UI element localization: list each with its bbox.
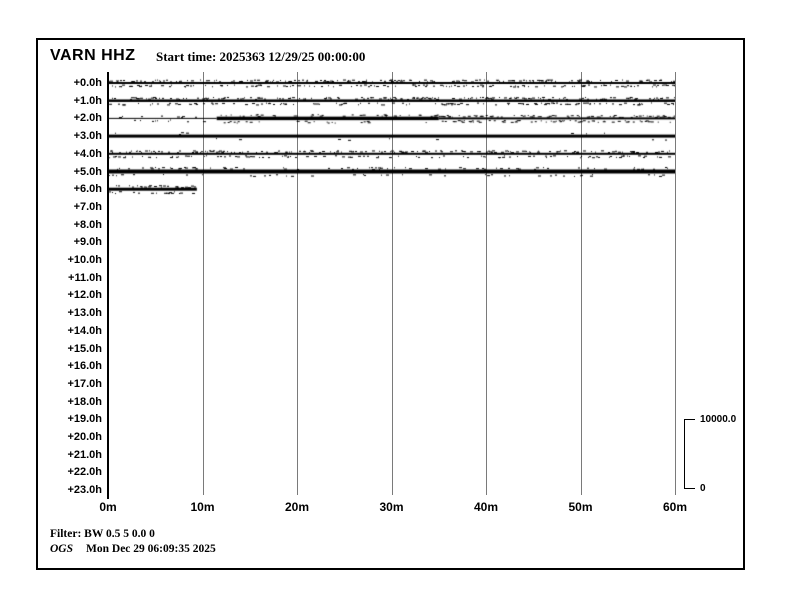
y-tick-label: +17.0h bbox=[67, 377, 102, 390]
y-tick-label: +14.0h bbox=[67, 324, 102, 337]
y-tick-label: +21.0h bbox=[67, 448, 102, 461]
scale-min-label: 0 bbox=[700, 483, 706, 494]
filter-label: Filter: BW 0.5 5 0.0 0 bbox=[50, 528, 155, 540]
footer: Filter: BW 0.5 5 0.0 0 OGS Mon Dec 29 06:… bbox=[50, 528, 216, 555]
scale-bracket-top-arm bbox=[684, 419, 695, 420]
y-tick-label: +0.0h bbox=[73, 77, 102, 89]
y-tick-label: +11.0h bbox=[68, 271, 102, 284]
y-tick-label: +23.0h bbox=[67, 484, 102, 497]
y-tick-label: +18.0h bbox=[67, 395, 102, 408]
x-tick-label: 60m bbox=[662, 500, 688, 514]
scale-bracket-bottom-arm bbox=[684, 488, 695, 489]
y-tick-label: +12.0h bbox=[67, 289, 102, 302]
x-tick-label: 20m bbox=[284, 500, 310, 514]
y-tick-label: +19.0h bbox=[67, 413, 102, 426]
scale-max-label: 10000.0 bbox=[700, 414, 737, 425]
y-tick-label: +5.0h bbox=[73, 165, 102, 178]
gridline-60m bbox=[675, 72, 676, 495]
y-tick-label: +13.0h bbox=[67, 307, 102, 320]
x-tick-label: 40m bbox=[473, 500, 499, 514]
y-tick-label: +7.0h bbox=[73, 200, 102, 213]
generated-timestamp: Mon Dec 29 06:09:35 2025 bbox=[86, 543, 216, 555]
y-tick-label: +15.0h bbox=[67, 342, 102, 355]
y-tick-label: +2.0h bbox=[73, 112, 102, 125]
station-title: VARN HHZ bbox=[50, 47, 136, 64]
x-tick-label: 30m bbox=[379, 500, 404, 514]
y-tick-label: +9.0h bbox=[73, 236, 102, 249]
y-tick-label: +3.0h bbox=[73, 130, 102, 143]
plot-area: +0.0h +1.0h +2.0h +3.0h +4.0h +5.0h +6.0h +7.0h… bbox=[67, 72, 687, 514]
agency-label: OGS bbox=[50, 543, 74, 555]
y-tick-label: +8.0h bbox=[73, 218, 102, 231]
y-tick-label: +4.0h bbox=[73, 147, 102, 160]
y-tick-label: +20.0h bbox=[67, 431, 102, 443]
scale-bracket-line bbox=[684, 419, 685, 489]
y-tick-label: +10.0h bbox=[67, 254, 102, 266]
y-tick-label: +16.0h bbox=[67, 360, 102, 373]
amplitude-scale-bar: 10000.0 0 bbox=[684, 414, 744, 498]
plot-frame: VARN HHZ Start time: 2025363 12/29/25 00… bbox=[36, 38, 745, 570]
credit-line: OGS Mon Dec 29 06:09:35 2025 bbox=[50, 543, 216, 555]
y-tick-label: +6.0h bbox=[73, 183, 102, 196]
y-tick-label: +1.0h bbox=[73, 94, 102, 107]
seismic-trace-canvas bbox=[108, 72, 675, 495]
x-tick-label: 0m bbox=[99, 500, 117, 514]
x-tick-label: 10m bbox=[190, 500, 215, 514]
x-tick-label: 50m bbox=[568, 500, 593, 514]
start-time-label: Start time: 2025363 12/29/25 00:00:00 bbox=[156, 49, 366, 64]
y-tick-label: +22.0h bbox=[67, 466, 102, 479]
